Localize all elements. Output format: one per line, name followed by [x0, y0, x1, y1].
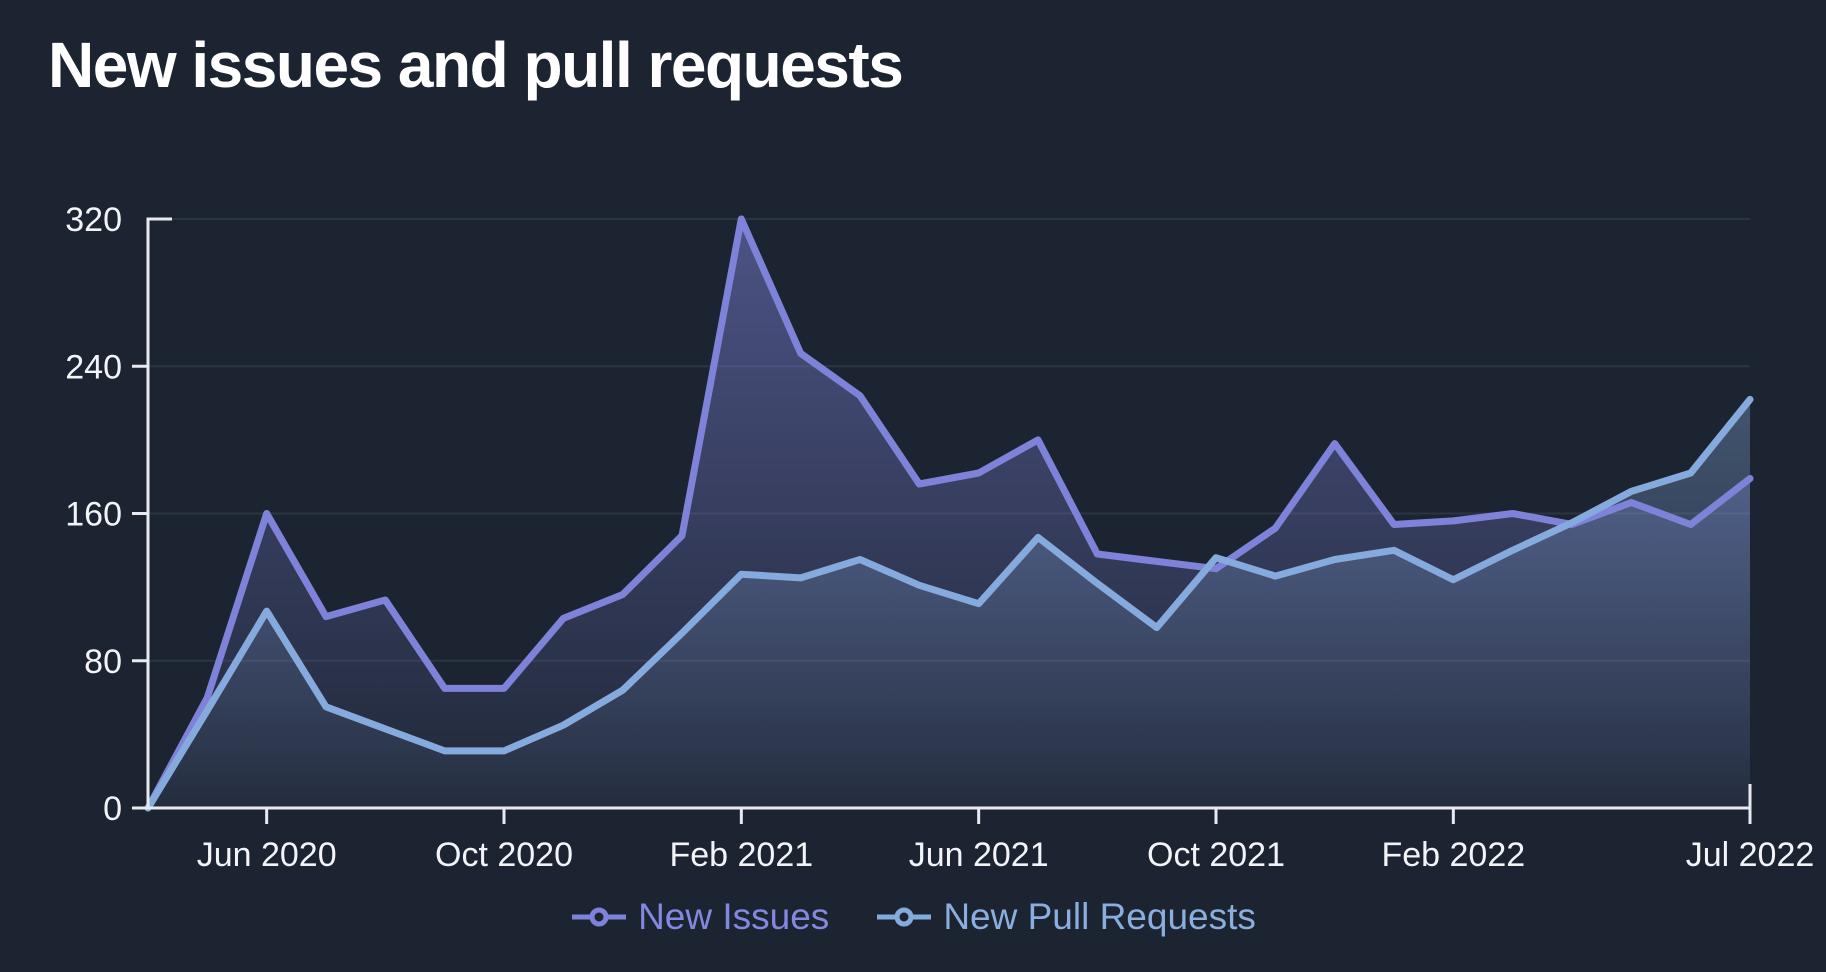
legend-marker-icon	[572, 907, 627, 927]
x-tick-label-6: Oct 2020	[435, 836, 573, 874]
series-area-1	[148, 399, 1750, 808]
legend-item-new-issues[interactable]: New Issues	[570, 896, 829, 938]
x-tick-label-2: Jun 2020	[197, 836, 337, 874]
x-tick-label-22: Feb 2022	[1381, 836, 1525, 874]
y-tick-label-320: 320	[65, 201, 122, 239]
chart-legend: New Issues New Pull Requests	[0, 896, 1826, 938]
legend-label: New Issues	[638, 896, 830, 937]
legend-label: New Pull Requests	[943, 896, 1256, 937]
legend-marker-icon	[877, 907, 932, 927]
y-tick-label-80: 80	[84, 643, 122, 681]
chart-title: New issues and pull requests	[48, 29, 904, 101]
legend-item-new-pull-requests[interactable]: New Pull Requests	[875, 896, 1256, 938]
y-tick-label-240: 240	[65, 348, 122, 386]
y-tick-label-0: 0	[103, 790, 122, 828]
series-line-1	[144, 395, 1754, 812]
x-tick-label-18: Oct 2021	[1147, 836, 1285, 874]
series-line-0	[144, 215, 1754, 812]
x-tick-label-10: Feb 2021	[669, 836, 813, 874]
x-tick-label-27: Jul 2022	[1686, 836, 1815, 874]
x-tick-label-14: Jun 2021	[909, 836, 1049, 874]
y-tick-label-160: 160	[65, 496, 122, 534]
